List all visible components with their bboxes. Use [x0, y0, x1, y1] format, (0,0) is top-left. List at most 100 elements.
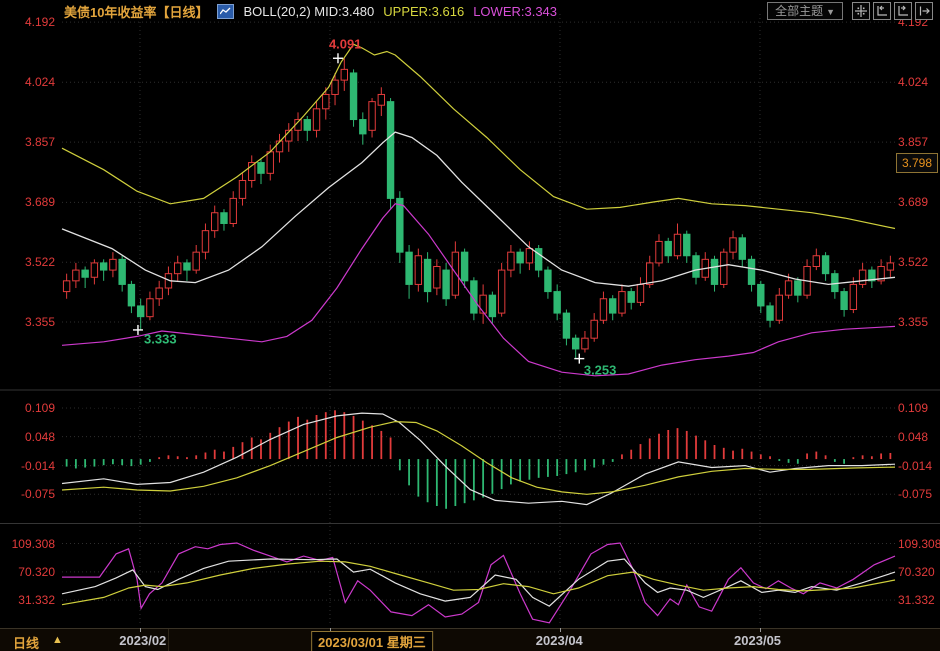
period-toggle-icon[interactable]: ▲ — [52, 634, 63, 646]
candle-up[interactable] — [886, 255, 895, 278]
boll-upper-label: UPPER:3.616 — [383, 3, 465, 19]
candle-up[interactable] — [701, 252, 709, 281]
shrink-chart-icon[interactable] — [873, 2, 891, 20]
candle-up[interactable] — [414, 248, 423, 292]
candle-up[interactable] — [507, 244, 515, 278]
candle-up[interactable] — [599, 291, 608, 324]
x-axis-date-label-highlighted: 2023/03/01 星期三 — [311, 631, 433, 651]
candle-up[interactable] — [377, 87, 386, 116]
candle-down[interactable] — [544, 266, 552, 299]
candle-down[interactable] — [534, 244, 543, 278]
candle-up[interactable] — [72, 262, 80, 289]
candle-up[interactable] — [590, 313, 598, 342]
macd-histogram — [65, 410, 892, 509]
candle-up[interactable] — [368, 98, 376, 138]
candle-up[interactable] — [294, 112, 302, 142]
candle-up[interactable] — [775, 288, 784, 324]
candle-down[interactable] — [423, 252, 432, 303]
candle-down[interactable] — [359, 112, 367, 145]
candle-up[interactable] — [322, 87, 330, 120]
candle-down[interactable] — [840, 288, 848, 317]
candle-down[interactable] — [118, 255, 126, 292]
indicator-chip-icon[interactable] — [217, 3, 235, 19]
candle-up[interactable] — [331, 72, 339, 106]
candle-up[interactable] — [192, 244, 200, 274]
candle-down[interactable] — [183, 259, 191, 281]
candle-up[interactable] — [877, 259, 885, 285]
candle-down[interactable] — [571, 334, 580, 359]
candle-up[interactable] — [655, 234, 663, 267]
candle-up[interactable] — [155, 280, 163, 306]
candle-down[interactable] — [710, 255, 719, 292]
candle-up[interactable] — [720, 248, 728, 289]
candle-down[interactable] — [303, 115, 311, 142]
candle-up[interactable] — [173, 255, 182, 281]
bar-divider — [168, 629, 169, 651]
candle-down[interactable] — [99, 259, 108, 281]
candle-up[interactable] — [340, 58, 348, 91]
candle-down[interactable] — [516, 248, 524, 274]
candle-down[interactable] — [136, 298, 145, 330]
candle-up[interactable] — [312, 101, 321, 138]
candle-down[interactable] — [349, 69, 358, 127]
candle-down[interactable] — [442, 262, 450, 306]
annotation-text: 3.253 — [584, 363, 617, 378]
candle-up[interactable] — [618, 284, 626, 317]
candle-up[interactable] — [62, 273, 71, 299]
candle-up[interactable] — [201, 223, 210, 260]
candle-down[interactable] — [609, 295, 617, 321]
candle-up[interactable] — [238, 173, 247, 206]
candle-up[interactable] — [248, 155, 256, 188]
candle-down[interactable] — [553, 284, 561, 321]
candle-down[interactable] — [738, 234, 746, 267]
candle-down[interactable] — [562, 309, 571, 346]
kdj-d-line — [61, 560, 896, 606]
candle-down[interactable] — [757, 280, 765, 314]
candle-up[interactable] — [497, 262, 506, 317]
candle-up[interactable] — [229, 191, 237, 228]
candle-down[interactable] — [683, 230, 691, 263]
candle-down[interactable] — [692, 252, 700, 285]
candle-up[interactable] — [729, 230, 737, 260]
candle-down[interactable] — [868, 266, 876, 289]
x-axis-date-label: 2023/04 — [535, 633, 583, 648]
candle-up[interactable] — [433, 259, 441, 296]
candle-up[interactable] — [636, 277, 645, 306]
candle-up[interactable] — [803, 259, 811, 299]
candle-down[interactable] — [405, 244, 413, 299]
candle-down[interactable] — [386, 98, 395, 210]
theme-selector-button[interactable]: 全部主题 ▼ — [767, 2, 843, 20]
period-label[interactable]: 日线 — [13, 636, 40, 651]
candle-down[interactable] — [747, 255, 756, 292]
candle-down[interactable] — [627, 288, 635, 310]
crosshair-icon[interactable] — [852, 2, 870, 20]
candle-down[interactable] — [766, 302, 774, 328]
candle-down[interactable] — [794, 277, 802, 303]
candle-up[interactable] — [858, 262, 867, 289]
candle-up[interactable] — [109, 252, 117, 278]
candle-down[interactable] — [488, 291, 497, 324]
candle-up[interactable] — [275, 133, 284, 163]
candle-up[interactable] — [581, 331, 589, 353]
candle-down[interactable] — [257, 158, 265, 185]
candle-up[interactable] — [146, 291, 154, 321]
pan-right-icon[interactable] — [915, 2, 933, 20]
candle-down[interactable] — [831, 270, 839, 299]
candle-up[interactable] — [849, 277, 858, 314]
candle-up[interactable] — [90, 259, 99, 285]
candle-down[interactable] — [664, 237, 672, 263]
candle-up[interactable] — [525, 241, 534, 271]
candle-down[interactable] — [821, 252, 830, 281]
expand-chart-icon[interactable] — [894, 2, 912, 20]
candle-down[interactable] — [460, 248, 469, 289]
candle-up[interactable] — [673, 223, 682, 260]
candle-down[interactable] — [127, 280, 136, 314]
candle-up[interactable] — [479, 284, 487, 324]
candle-down[interactable] — [81, 266, 89, 289]
candle-down[interactable] — [396, 191, 404, 263]
candle-down[interactable] — [220, 209, 228, 231]
candle-up[interactable] — [211, 205, 219, 238]
candle-up[interactable] — [812, 248, 821, 271]
candle-up[interactable] — [285, 123, 293, 152]
